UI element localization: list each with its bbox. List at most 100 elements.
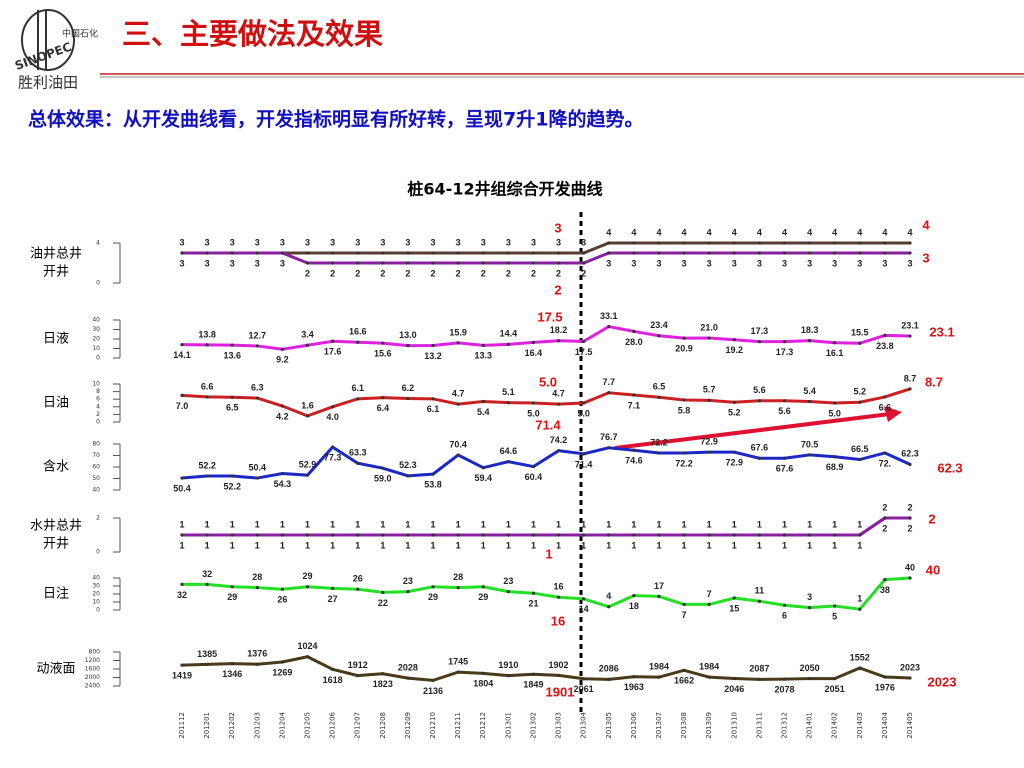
data-point	[908, 387, 912, 391]
value-label: 1	[431, 540, 436, 550]
x-tick-label: 201307	[655, 712, 663, 739]
value-label: 5.1	[502, 387, 515, 397]
data-point	[757, 399, 761, 403]
data-point	[858, 241, 862, 245]
data-point	[883, 578, 887, 582]
value-label: 1	[656, 540, 661, 550]
value-label: 67.6	[776, 464, 794, 474]
data-point	[682, 398, 686, 402]
y-tick-label: 40	[92, 487, 100, 494]
value-label: 7	[707, 589, 712, 599]
data-point	[205, 582, 209, 587]
value-label: 1	[230, 519, 235, 529]
value-label: 1	[431, 519, 436, 529]
data-point	[356, 674, 360, 678]
data-point	[632, 329, 636, 333]
value-label: 1804	[473, 679, 493, 689]
data-point	[883, 451, 887, 455]
value-label: 3	[732, 258, 737, 268]
data-point	[506, 401, 510, 405]
data-point	[406, 474, 410, 478]
data-point	[607, 533, 611, 537]
value-label: 18.3	[801, 325, 819, 335]
value-label: 1376	[247, 649, 267, 659]
data-point	[406, 344, 410, 348]
value-label: 3	[581, 237, 586, 247]
data-point	[356, 251, 360, 255]
y-tick-label: 1600	[85, 666, 100, 673]
value-label: 1	[832, 540, 837, 550]
data-point	[230, 533, 234, 537]
data-point	[481, 671, 485, 675]
data-point	[305, 473, 310, 477]
data-point	[757, 251, 761, 255]
value-label: 17.3	[776, 347, 794, 357]
data-point	[506, 460, 510, 464]
value-label: 6.3	[251, 382, 264, 392]
data-point	[456, 586, 460, 590]
value-label: 3	[807, 258, 812, 268]
y-tick-label: 0	[96, 607, 100, 614]
value-label: 2078	[774, 685, 794, 695]
value-label: 2086	[599, 664, 619, 674]
y-tick-label: 0	[96, 280, 100, 287]
data-point	[431, 343, 435, 348]
value-label: 72.	[879, 458, 892, 468]
data-point	[531, 340, 536, 345]
x-tick-label: 201203	[253, 712, 261, 739]
data-point	[732, 533, 736, 537]
data-point	[757, 677, 761, 681]
x-tick-label: 201309	[705, 712, 713, 739]
data-point	[381, 590, 385, 595]
data-point	[632, 448, 636, 452]
value-label: 2028	[398, 662, 418, 672]
value-label: 5.4	[477, 407, 490, 417]
data-point	[657, 594, 661, 599]
value-label: 4	[707, 227, 712, 237]
value-label: 1	[506, 540, 511, 550]
value-label: 32	[177, 590, 187, 600]
value-label: 2046	[724, 684, 744, 694]
value-label: 2	[405, 268, 410, 278]
data-point	[230, 585, 234, 589]
data-point	[582, 339, 586, 343]
value-label: 3	[230, 237, 235, 247]
chart-title: 桩64-12井组综合开发曲线	[407, 180, 602, 199]
data-point	[682, 336, 686, 340]
annotation: 1901	[546, 684, 575, 699]
data-point	[682, 533, 686, 537]
data-point	[908, 251, 912, 255]
value-label: 5.7	[703, 385, 716, 395]
value-label: 4	[907, 227, 912, 237]
annotation: 2023	[928, 674, 957, 689]
annotation: 5.0	[539, 374, 557, 389]
data-point	[180, 663, 184, 667]
value-label: 28.0	[625, 337, 643, 347]
value-label: 4	[682, 227, 687, 237]
value-label: 74.2	[550, 435, 568, 445]
data-point	[305, 533, 310, 537]
value-label: 2	[481, 268, 486, 278]
data-point	[180, 582, 184, 587]
value-label: 1.6	[301, 400, 314, 410]
y-tick-label: 4	[96, 240, 100, 247]
data-point	[456, 402, 460, 406]
y-tick-label: 2400	[85, 683, 100, 690]
data-point	[531, 261, 536, 265]
value-label: 74.6	[625, 456, 643, 466]
value-label: 7.1	[628, 400, 641, 410]
data-point	[431, 533, 435, 537]
data-point	[556, 251, 561, 255]
value-label: 1	[305, 519, 310, 529]
value-label: 23	[403, 576, 413, 586]
value-label: 70.5	[801, 439, 819, 449]
data-point	[531, 401, 536, 405]
data-point	[707, 398, 711, 402]
value-label: 64.6	[500, 446, 518, 456]
value-label: 2	[907, 523, 912, 533]
data-point	[180, 393, 184, 397]
value-label: 1	[305, 540, 310, 550]
logo-bottom: 胜利油田	[18, 74, 78, 91]
value-label: 60.4	[525, 472, 543, 482]
value-label: 1902	[549, 660, 569, 670]
